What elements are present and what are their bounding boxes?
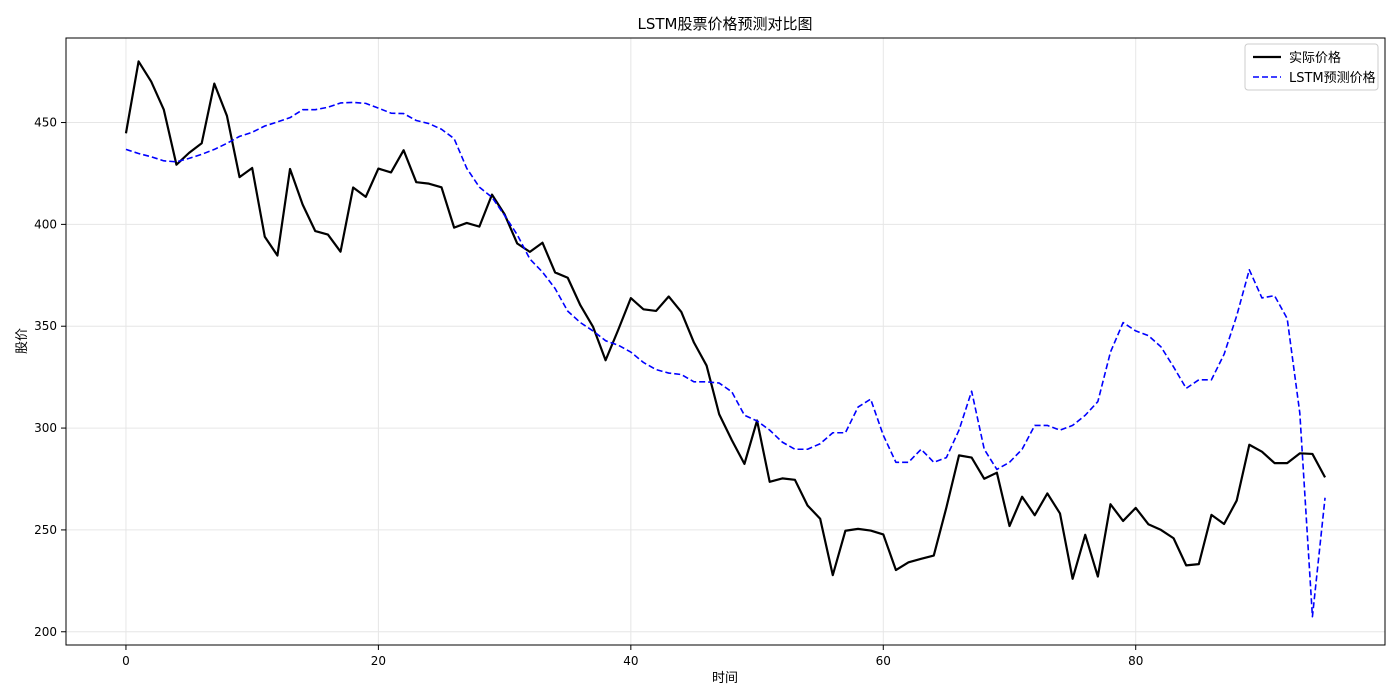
- series-line-lstm-predicted: [125, 101, 1326, 618]
- x-tick-label: 40: [623, 654, 638, 668]
- y-tick-label: 300: [34, 421, 57, 435]
- x-tick-label: 20: [371, 654, 386, 668]
- axis-ticks: 0 20 40 60 80 200 250 300 350 400 450: [34, 116, 1143, 668]
- x-tick-label: 60: [876, 654, 891, 668]
- legend-box: [1244, 43, 1379, 91]
- y-tick-label: 450: [34, 116, 57, 130]
- x-tick-label: 0: [122, 654, 130, 668]
- series-line-actual: [124, 60, 1327, 580]
- x-axis-label: 时间: [712, 671, 738, 686]
- grid-lines: [66, 38, 1385, 645]
- chart-title: LSTM股票价格预测对比图: [638, 15, 813, 33]
- legend-label: LSTM预测价格: [1289, 70, 1376, 86]
- series-lines: [124, 60, 1327, 618]
- y-tick-label: 250: [34, 523, 57, 537]
- y-axis-label: 股价: [15, 328, 30, 354]
- plot-area-frame: [65, 37, 1386, 646]
- y-tick-label: 200: [34, 625, 57, 639]
- x-tick-label: 80: [1128, 654, 1143, 668]
- y-tick-label: 350: [34, 319, 57, 333]
- legend-label: 实际价格: [1289, 50, 1341, 66]
- legend: 实际价格 LSTM预测价格: [1244, 43, 1379, 91]
- y-tick-label: 400: [34, 217, 57, 231]
